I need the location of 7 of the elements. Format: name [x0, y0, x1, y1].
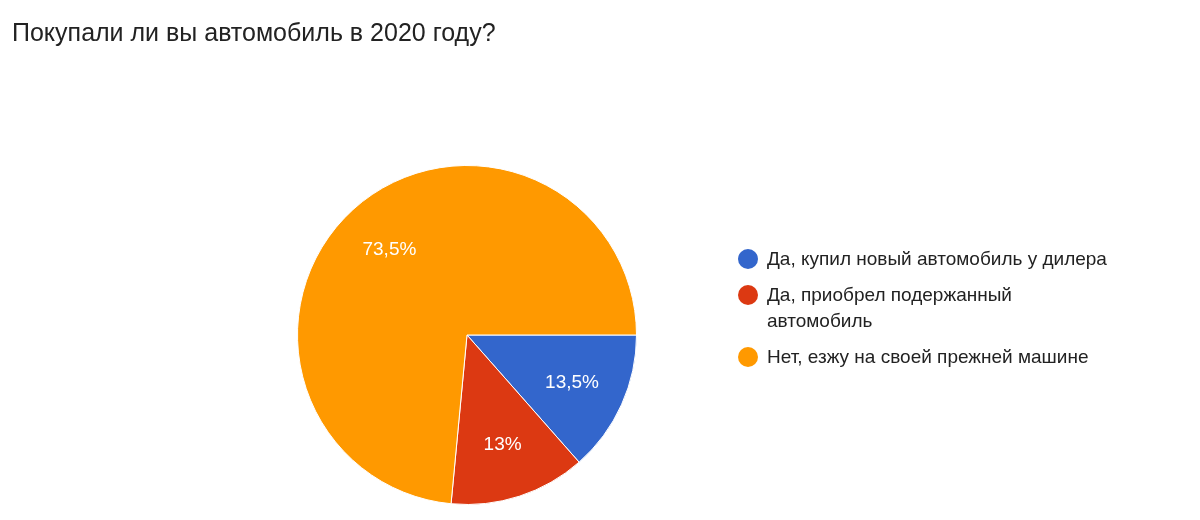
- legend-label: Да, приобрел подержанный автомобиль: [767, 283, 1013, 333]
- data-label: 73,5%: [362, 237, 417, 259]
- data-label: 13,5%: [545, 370, 600, 392]
- legend-label: Да, купил новый автомобиль у дилера: [767, 247, 1108, 271]
- chart-title: Покупали ли вы автомобиль в 2020 году?: [12, 18, 496, 47]
- data-label: 13%: [483, 432, 522, 454]
- legend-label: Нет, езжу на своей прежней машине: [767, 345, 1090, 369]
